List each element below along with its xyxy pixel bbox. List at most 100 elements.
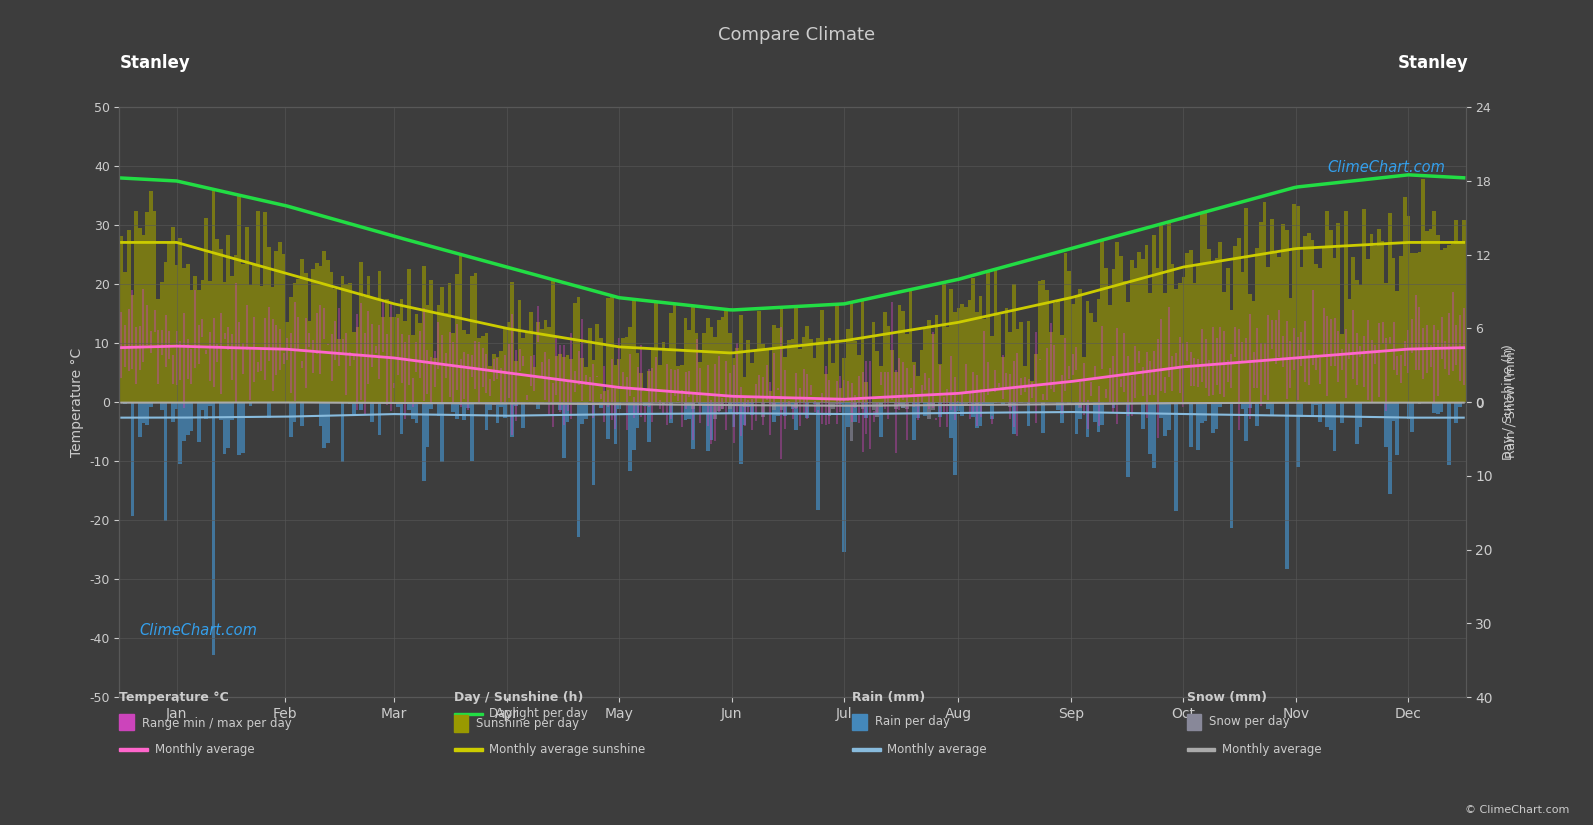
Bar bbox=[801, 337, 806, 403]
Bar bbox=[1230, 310, 1233, 403]
Bar bbox=[319, 403, 322, 427]
Bar bbox=[1078, 403, 1082, 418]
Bar bbox=[573, 303, 577, 403]
Bar bbox=[1067, 271, 1070, 403]
Bar bbox=[817, 403, 820, 405]
Bar bbox=[186, 403, 190, 435]
Bar bbox=[448, 283, 451, 403]
Bar bbox=[484, 403, 489, 430]
Bar bbox=[827, 338, 832, 403]
Bar bbox=[1286, 403, 1289, 569]
Bar bbox=[1356, 280, 1359, 403]
Bar bbox=[706, 318, 709, 403]
Bar bbox=[422, 403, 425, 481]
Bar bbox=[849, 403, 854, 441]
Bar bbox=[824, 375, 827, 403]
Bar bbox=[510, 281, 515, 403]
Bar bbox=[1211, 261, 1215, 403]
Text: Monthly average: Monthly average bbox=[155, 742, 255, 756]
Bar bbox=[436, 403, 440, 416]
Bar bbox=[256, 211, 260, 403]
Bar bbox=[1297, 403, 1300, 467]
Bar bbox=[288, 297, 293, 403]
Bar bbox=[150, 191, 153, 403]
Bar bbox=[1027, 403, 1031, 426]
Bar bbox=[529, 403, 532, 404]
Bar bbox=[1152, 403, 1157, 468]
Bar bbox=[577, 297, 580, 403]
Bar bbox=[537, 322, 540, 403]
Bar bbox=[150, 403, 153, 408]
Bar bbox=[1008, 403, 1012, 407]
Bar bbox=[621, 338, 624, 403]
Bar bbox=[806, 326, 809, 403]
Bar bbox=[489, 403, 492, 410]
Bar bbox=[436, 305, 440, 403]
Bar bbox=[459, 403, 462, 405]
Text: Compare Climate: Compare Climate bbox=[718, 26, 875, 45]
Bar bbox=[1266, 267, 1270, 403]
Bar bbox=[190, 290, 193, 403]
Bar bbox=[714, 403, 717, 418]
Bar bbox=[1395, 291, 1399, 403]
Bar bbox=[902, 403, 905, 408]
Bar bbox=[1329, 230, 1333, 403]
Bar bbox=[669, 403, 672, 423]
Bar bbox=[1337, 223, 1340, 403]
Bar bbox=[585, 367, 588, 403]
Text: Rain per day: Rain per day bbox=[875, 715, 949, 728]
Bar bbox=[159, 282, 164, 403]
Bar bbox=[400, 299, 403, 403]
Bar bbox=[499, 351, 503, 403]
Bar bbox=[1348, 299, 1351, 403]
Bar bbox=[307, 321, 311, 403]
Bar bbox=[1200, 213, 1204, 403]
Bar bbox=[341, 403, 344, 462]
Bar bbox=[924, 329, 927, 403]
Bar bbox=[374, 298, 378, 403]
Bar bbox=[812, 358, 817, 403]
Bar bbox=[271, 287, 274, 403]
Bar bbox=[341, 276, 344, 403]
Y-axis label: Day / Sunshine (h): Day / Sunshine (h) bbox=[1502, 344, 1515, 460]
Bar bbox=[832, 364, 835, 403]
Bar bbox=[515, 403, 518, 406]
Bar bbox=[1270, 219, 1274, 403]
Bar bbox=[249, 285, 252, 403]
Bar bbox=[551, 280, 554, 403]
Bar bbox=[198, 290, 201, 403]
Bar bbox=[182, 268, 186, 403]
Bar bbox=[731, 403, 736, 427]
Bar bbox=[366, 276, 370, 403]
Bar bbox=[1219, 403, 1222, 407]
Bar bbox=[193, 276, 198, 403]
Bar bbox=[378, 271, 381, 403]
Bar bbox=[964, 403, 967, 404]
Bar bbox=[1067, 403, 1070, 404]
Bar bbox=[1300, 403, 1303, 417]
Bar bbox=[1252, 300, 1255, 403]
Bar bbox=[916, 403, 919, 418]
Bar bbox=[683, 318, 688, 403]
Bar bbox=[226, 403, 229, 448]
Bar bbox=[927, 403, 930, 419]
Bar bbox=[613, 365, 618, 403]
Bar bbox=[1286, 230, 1289, 403]
Bar bbox=[481, 336, 484, 403]
Bar bbox=[938, 364, 941, 403]
Bar bbox=[773, 403, 776, 422]
Bar bbox=[1101, 240, 1104, 403]
Bar bbox=[773, 326, 776, 403]
Bar bbox=[268, 247, 271, 403]
Bar bbox=[964, 307, 967, 403]
Bar bbox=[1042, 280, 1045, 403]
Bar bbox=[1410, 403, 1415, 432]
Bar bbox=[908, 290, 913, 403]
Bar bbox=[647, 371, 650, 403]
Bar bbox=[220, 249, 223, 403]
Bar bbox=[602, 391, 607, 403]
Bar bbox=[1322, 248, 1325, 403]
Bar bbox=[1351, 257, 1356, 403]
Bar bbox=[1435, 235, 1440, 403]
Bar bbox=[790, 403, 795, 408]
